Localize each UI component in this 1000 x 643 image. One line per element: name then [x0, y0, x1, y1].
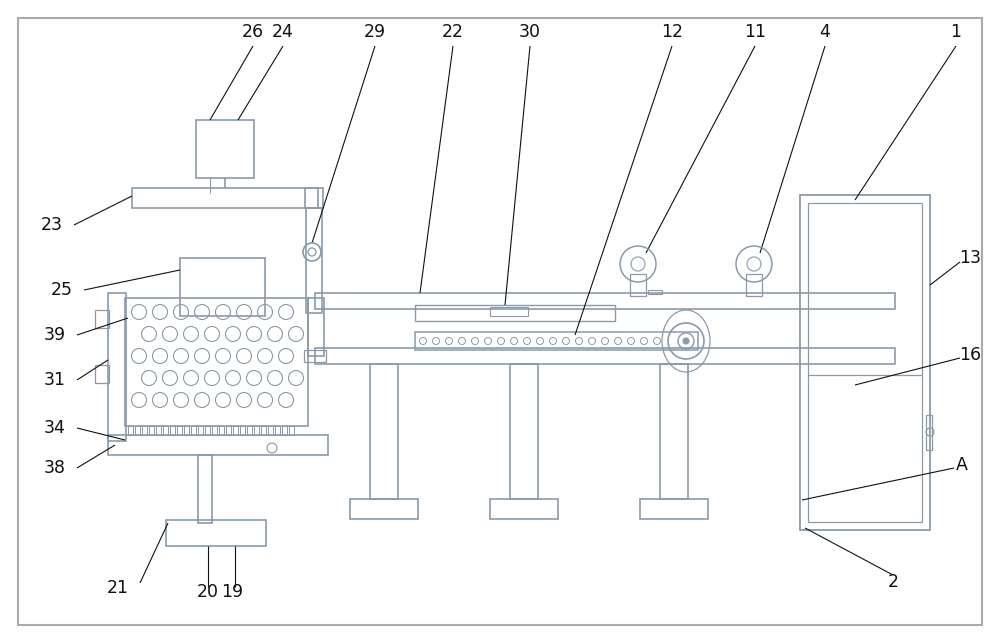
Bar: [490, 499, 558, 519]
Bar: [149, 426, 154, 435]
Bar: [268, 426, 273, 435]
Text: 21: 21: [107, 579, 129, 597]
Text: 31: 31: [44, 371, 66, 389]
Bar: [196, 120, 254, 178]
Text: 29: 29: [364, 23, 386, 41]
Text: 13: 13: [959, 249, 981, 267]
Bar: [926, 415, 932, 450]
Bar: [205, 426, 210, 435]
Bar: [108, 435, 328, 455]
Bar: [370, 364, 398, 499]
Bar: [170, 426, 175, 435]
Bar: [261, 426, 266, 435]
Bar: [163, 426, 168, 435]
Text: 25: 25: [51, 281, 73, 299]
Text: 1: 1: [950, 23, 962, 41]
Bar: [177, 426, 182, 435]
Bar: [95, 310, 109, 328]
Text: 19: 19: [221, 583, 243, 601]
Bar: [198, 426, 203, 435]
Bar: [630, 274, 646, 296]
Bar: [415, 305, 615, 321]
Bar: [648, 290, 662, 294]
Bar: [308, 298, 324, 356]
Bar: [808, 203, 922, 522]
Bar: [660, 364, 688, 499]
Bar: [305, 188, 323, 208]
Bar: [490, 307, 528, 316]
Bar: [219, 426, 224, 435]
Bar: [166, 520, 266, 546]
Text: 4: 4: [820, 23, 830, 41]
Text: 20: 20: [197, 583, 219, 601]
Bar: [125, 298, 308, 426]
Bar: [640, 499, 708, 519]
Bar: [350, 499, 418, 519]
Text: 23: 23: [41, 216, 63, 234]
Text: 11: 11: [744, 23, 766, 41]
Text: 22: 22: [442, 23, 464, 41]
Text: 30: 30: [519, 23, 541, 41]
Bar: [108, 293, 126, 441]
Bar: [191, 426, 196, 435]
Bar: [254, 426, 259, 435]
Bar: [128, 426, 133, 435]
Text: 34: 34: [44, 419, 66, 437]
Bar: [315, 293, 895, 309]
Text: 16: 16: [959, 346, 981, 364]
Text: 26: 26: [242, 23, 264, 41]
Circle shape: [683, 338, 689, 344]
Bar: [289, 426, 294, 435]
Text: 24: 24: [272, 23, 294, 41]
Bar: [95, 365, 109, 383]
Bar: [510, 364, 538, 499]
Text: 2: 2: [888, 573, 898, 591]
Bar: [240, 426, 245, 435]
Bar: [198, 455, 212, 523]
Bar: [184, 426, 189, 435]
Bar: [304, 350, 326, 362]
Bar: [212, 426, 217, 435]
Bar: [315, 348, 895, 364]
Bar: [282, 426, 287, 435]
Bar: [226, 426, 231, 435]
Text: 38: 38: [44, 459, 66, 477]
Text: 39: 39: [44, 326, 66, 344]
Bar: [247, 426, 252, 435]
Bar: [275, 426, 280, 435]
Text: 12: 12: [661, 23, 683, 41]
Bar: [233, 426, 238, 435]
Bar: [142, 426, 147, 435]
Bar: [156, 426, 161, 435]
Bar: [132, 188, 318, 208]
Bar: [135, 426, 140, 435]
Bar: [415, 332, 698, 350]
Bar: [306, 208, 322, 313]
Bar: [800, 195, 930, 530]
Bar: [746, 274, 762, 296]
Bar: [180, 258, 265, 316]
Text: A: A: [956, 456, 968, 474]
